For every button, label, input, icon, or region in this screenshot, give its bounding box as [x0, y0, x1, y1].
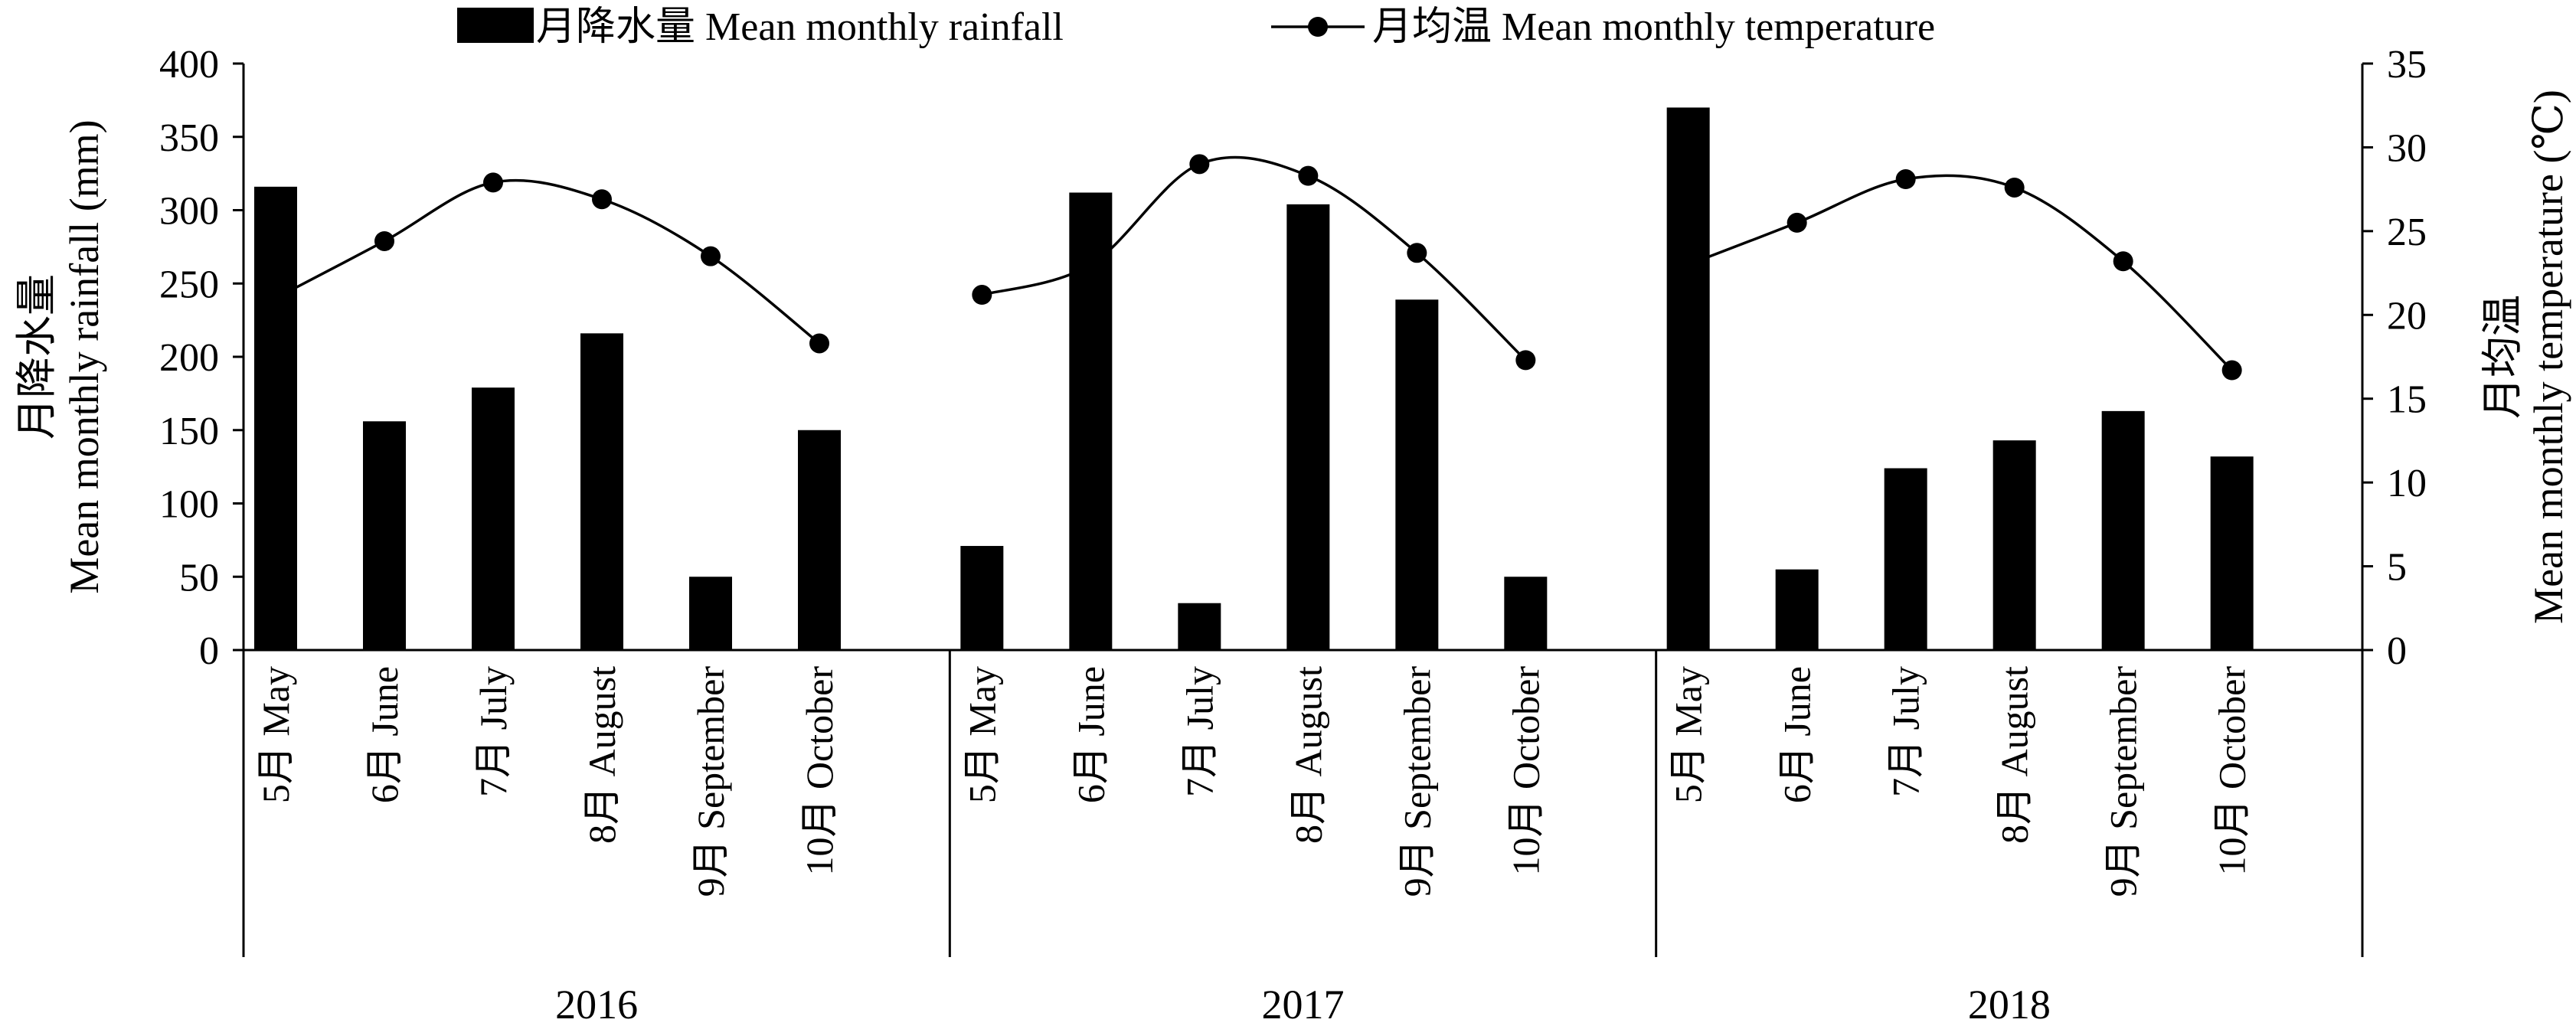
- legend-rainfall-label: 月降水量 Mean monthly rainfall: [536, 5, 1064, 49]
- rainfall-bar: [1178, 603, 1221, 650]
- category-label: 7月 July: [1885, 666, 1927, 797]
- rainfall-bar: [960, 546, 1004, 650]
- temperature-point: [1895, 169, 1916, 190]
- left-tick-label: 250: [159, 263, 219, 306]
- category-label: 5月 May: [960, 666, 1003, 803]
- temperature-point: [1515, 350, 1536, 371]
- temperature-point: [972, 285, 992, 306]
- temperature-point: [374, 230, 394, 251]
- left-tick-label: 400: [159, 43, 219, 87]
- temperature-point: [483, 172, 503, 193]
- year-label: 2016: [555, 982, 638, 1022]
- temperature-point: [809, 333, 829, 354]
- temperature-point: [2221, 360, 2242, 381]
- temperature-point: [266, 288, 286, 309]
- left-tick-label: 150: [159, 410, 219, 453]
- legend-temperature-label: 月均温 Mean monthly temperature: [1372, 5, 1935, 49]
- right-axis-title-cn: 月均温: [2480, 295, 2525, 419]
- rainfall-bar: [472, 387, 515, 650]
- temperature-point: [1080, 254, 1101, 275]
- temperature-point: [1298, 165, 1319, 186]
- category-label: 9月 September: [689, 666, 732, 897]
- rainfall-bar: [1395, 299, 1439, 650]
- category-label: 6月 June: [363, 666, 406, 803]
- legend-temperature-marker: [1308, 17, 1328, 37]
- rainfall-bar: [1992, 440, 2036, 650]
- rainfall-bar: [363, 421, 406, 650]
- category-label: 5月 May: [1667, 666, 1710, 803]
- rainfall-bar: [1504, 577, 1548, 650]
- right-tick-label: 0: [2387, 629, 2407, 673]
- right-tick-label: 10: [2387, 462, 2427, 505]
- category-label: 8月 August: [1993, 666, 2036, 844]
- rainfall-bar: [580, 333, 623, 650]
- rainfall-bar: [254, 186, 297, 651]
- category-label: 7月 July: [1178, 666, 1221, 797]
- temperature-line: [275, 178, 821, 345]
- rainfall-bar: [1884, 468, 1927, 650]
- left-tick-label: 350: [159, 116, 219, 160]
- left-axis-title-en: Mean monthly rainfall (mm): [61, 119, 107, 593]
- right-tick-label: 5: [2387, 546, 2407, 590]
- temperature-point: [592, 189, 612, 210]
- left-tick-label: 0: [199, 629, 219, 673]
- category-label: 7月 July: [472, 666, 515, 797]
- temperature-point: [701, 246, 721, 266]
- left-tick-label: 100: [159, 483, 219, 527]
- left-axis-title-cn: 月降水量: [14, 274, 60, 439]
- rainfall-bar: [1775, 569, 1819, 650]
- year-label: 2018: [1968, 982, 2051, 1022]
- legend-rainfall-swatch: [457, 8, 534, 43]
- rainfall-bar: [1286, 204, 1330, 651]
- category-label: 9月 September: [2102, 666, 2145, 897]
- temperature-point: [1678, 254, 1698, 275]
- category-label: 10月 October: [1504, 666, 1547, 876]
- rainfall-bar: [689, 577, 732, 650]
- category-label: 8月 August: [1286, 666, 1329, 844]
- right-tick-label: 25: [2387, 211, 2427, 254]
- left-tick-label: 200: [159, 336, 219, 380]
- category-label: 10月 October: [2211, 666, 2254, 876]
- category-label: 10月 October: [798, 666, 841, 876]
- category-label: 8月 August: [580, 666, 623, 844]
- temperature-point: [2004, 177, 2025, 198]
- rainfall-bar: [1666, 107, 1710, 650]
- temperature-point: [1787, 212, 1807, 233]
- rainfall-bar: [2101, 410, 2145, 650]
- temperature-point: [1407, 243, 1427, 263]
- left-tick-label: 300: [159, 190, 219, 234]
- temperature-line: [1688, 174, 2233, 371]
- category-label: 9月 September: [1395, 666, 1438, 897]
- temperature-point: [1189, 154, 1210, 175]
- right-tick-label: 15: [2387, 378, 2427, 422]
- category-label: 6月 June: [1069, 666, 1112, 803]
- right-tick-label: 30: [2387, 126, 2427, 170]
- rainfall-bar: [798, 430, 841, 650]
- right-tick-label: 20: [2387, 294, 2427, 338]
- right-tick-label: 35: [2387, 43, 2427, 87]
- temperature-point: [2113, 251, 2133, 272]
- category-label: 6月 June: [1776, 666, 1819, 803]
- left-tick-label: 50: [179, 556, 219, 600]
- year-label: 2017: [1262, 982, 1345, 1022]
- right-axis-title-en: Mean monthly temperature (℃): [2525, 90, 2571, 624]
- category-label: 5月 May: [254, 666, 297, 803]
- rainfall-bar: [2210, 456, 2254, 650]
- temperature-line: [981, 155, 1527, 361]
